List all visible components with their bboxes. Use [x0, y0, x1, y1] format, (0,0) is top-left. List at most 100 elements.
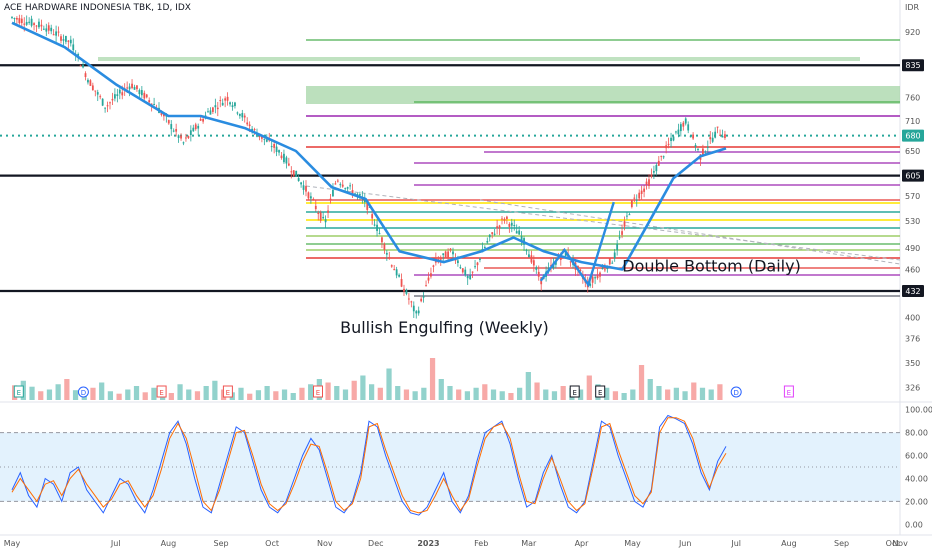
candle-body [569, 261, 572, 263]
candle-body [182, 142, 185, 144]
volume-bar [638, 365, 645, 400]
dashed-trendline [305, 185, 901, 261]
candle-body [648, 179, 650, 186]
candle-body [381, 237, 383, 243]
earnings-marker [569, 385, 580, 398]
candle-body [35, 25, 38, 27]
earnings-marker [313, 385, 323, 398]
stochastic-tick-label: 60.00 [905, 452, 928, 461]
candle-body [324, 219, 327, 223]
volume-bar [708, 389, 714, 400]
candle-body [535, 267, 538, 270]
time-tick-label: Nov [892, 539, 908, 548]
volume-bar [490, 389, 497, 400]
candle-body [640, 190, 643, 194]
candle-body [469, 274, 472, 280]
candle-body [207, 111, 209, 113]
time-tick-label: Sep [214, 539, 229, 548]
moving-average-line [11, 21, 727, 271]
volume-bar [665, 389, 671, 400]
volume-bar [699, 387, 706, 400]
candle-body [322, 216, 325, 219]
candle-body [427, 277, 430, 281]
volume-bar [255, 390, 262, 400]
candle-body [25, 21, 28, 25]
dividend-marker [77, 386, 89, 398]
candle-body [241, 113, 244, 118]
volume-bar [534, 382, 540, 400]
candle-body [302, 185, 305, 190]
event-marker-label: E [316, 389, 320, 397]
candle-body [702, 148, 704, 156]
candle-body [618, 237, 621, 239]
candle-body [390, 265, 393, 267]
price-badge-label: 432 [905, 287, 920, 296]
earnings-marker [13, 385, 24, 398]
candle-body [319, 212, 322, 221]
candle-body [160, 112, 163, 115]
candle-body [246, 122, 249, 125]
chart-annotation: Bullish Engulfing (Weekly) [340, 318, 549, 337]
candle-body [447, 251, 449, 259]
candle-body [167, 120, 170, 124]
volume-bar [90, 387, 96, 400]
volume-bar [395, 386, 401, 400]
volume-bar [194, 391, 201, 400]
candle-body [628, 214, 631, 216]
price-badge [902, 129, 924, 142]
candle-body [432, 265, 435, 267]
candle-body [579, 269, 582, 272]
volume-bar [656, 386, 662, 400]
candle-body [187, 136, 190, 139]
candle-body [393, 269, 396, 271]
candle-body [359, 194, 361, 196]
candle-body [307, 192, 310, 199]
volume-bar [351, 380, 357, 400]
time-tick-label: Jun [678, 539, 692, 548]
candle-body [243, 115, 246, 118]
candle-body [630, 200, 633, 208]
candle-body [506, 216, 508, 219]
candle-body [67, 40, 70, 42]
candle-body [653, 171, 655, 173]
volume-bar [647, 379, 653, 400]
candle-body [508, 223, 511, 227]
volume-bar [142, 392, 148, 400]
candle-body [349, 185, 351, 187]
volume-bar [125, 389, 131, 400]
candle-body [697, 148, 699, 150]
candle-body [635, 199, 638, 201]
candle-body [312, 198, 315, 200]
candle-body [16, 18, 18, 20]
candle-body [633, 197, 636, 199]
candle-body [341, 184, 344, 187]
volume-bar [99, 382, 105, 400]
candle-body [234, 102, 236, 107]
candle-body [376, 224, 378, 232]
candle-body [398, 274, 400, 277]
price-tick-label: 570 [905, 192, 920, 201]
earnings-marker [595, 385, 606, 398]
candle-body [278, 150, 280, 153]
volume-bar [421, 387, 427, 400]
volume-bar [429, 358, 436, 400]
candle-body [711, 137, 714, 142]
volume-bar [72, 390, 79, 400]
price-tick-label: 460 [905, 265, 920, 274]
candle-body [163, 114, 165, 117]
candle-body [20, 18, 23, 24]
candle-body [238, 114, 241, 116]
volume-bar [673, 387, 679, 400]
candle-body [439, 258, 442, 260]
candle-body [336, 180, 339, 182]
volume-bar [630, 389, 636, 400]
candle-body [226, 96, 229, 101]
candle-body [719, 134, 721, 136]
candle-body [283, 153, 285, 163]
volume-bar [517, 387, 523, 400]
candle-body [126, 87, 129, 89]
time-tick-label: Aug [781, 539, 797, 548]
candle-body [314, 205, 317, 210]
candle-body [616, 243, 619, 251]
candle-body [400, 279, 403, 287]
